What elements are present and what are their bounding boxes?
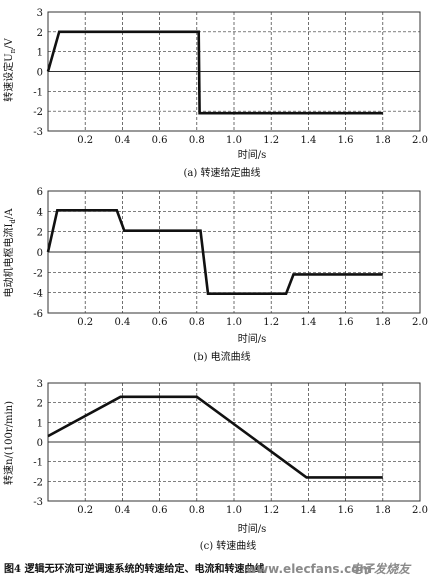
- x-tick-labels: 0.2 0.4 0.6 0.8 1.0 1.2 1.4 1.6 1.8 2.0: [77, 135, 428, 146]
- chart-armature-current: 6 4 2 0 -2 -4 -6 0.2 0.4 0.6 0.8 1.0 1.2 1.4 1.6 1.8 2.…: [2, 187, 428, 363]
- x-tick-label: 2.0: [412, 135, 428, 146]
- x-axis-label: 时间/s: [238, 148, 267, 161]
- x-tick-label: 0.8: [189, 135, 205, 146]
- y-tick-label: 2: [37, 399, 43, 410]
- chart-caption: (b) 电流曲线: [193, 350, 250, 363]
- y-tick-label: 1: [37, 418, 43, 429]
- y-tick-label: 6: [37, 187, 43, 198]
- series-line: [46, 209, 383, 296]
- y-axis-label-subscript: d: [9, 219, 17, 224]
- chart-caption: (c) 转速曲线: [200, 539, 257, 552]
- x-tick-label: 2.0: [412, 505, 428, 516]
- y-tick-label: -2: [33, 107, 43, 118]
- x-tick-label: 0.4: [114, 317, 130, 328]
- y-axis-label-unit: /A: [4, 208, 15, 219]
- plot-area: [46, 11, 421, 132]
- chart-speed-setpoint: 3 2 1 0 -1 -2 -3 0.2 0.4 0.6 0.8 1.0 1.2 1.4 1.6 1.8 2.…: [2, 8, 428, 179]
- x-tick-label: 1.4: [300, 317, 316, 328]
- x-tick-label: 1.8: [375, 317, 391, 328]
- x-tick-label: 2.0: [412, 317, 428, 328]
- y-axis-label: 电动机电枢电流Id/A: [2, 208, 17, 298]
- y-tick-label: -3: [33, 497, 43, 508]
- y-tick-label: 0: [37, 68, 43, 79]
- plot-area: [47, 382, 421, 502]
- x-tick-label: 1.0: [226, 505, 242, 516]
- y-tick-label: -6: [33, 309, 43, 320]
- figure-caption: 图4 逻辑无环流可逆调速系统的转速给定、电流和转速曲线: [4, 562, 264, 575]
- y-tick-labels: 3 2 1 0 -1 -2 -3: [33, 8, 43, 138]
- plot-area: [46, 190, 421, 314]
- watermark-site-name: 电子发烧友: [350, 562, 412, 576]
- x-tick-label: 1.8: [375, 505, 391, 516]
- x-tick-label: 1.0: [226, 317, 242, 328]
- x-tick-label: 0.2: [77, 505, 93, 516]
- x-tick-label: 1.2: [263, 135, 279, 146]
- x-tick-label: 0.8: [189, 505, 205, 516]
- x-tick-labels: 0.2 0.4 0.6 0.8 1.0 1.2 1.4 1.6 1.8 2.0: [77, 505, 428, 516]
- x-tick-label: 0.4: [114, 505, 130, 516]
- x-tick-label: 1.8: [375, 135, 391, 146]
- y-tick-label: -2: [33, 268, 43, 279]
- series-line: [46, 30, 383, 115]
- x-tick-label: 1.2: [263, 317, 279, 328]
- chart-caption: (a) 转速给定曲线: [184, 166, 261, 179]
- x-tick-label: 0.8: [189, 317, 205, 328]
- x-tick-label: 1.6: [338, 317, 354, 328]
- x-axis-label: 时间/s: [238, 332, 267, 345]
- y-tick-label: -1: [33, 458, 43, 469]
- y-tick-label: -1: [33, 87, 43, 98]
- y-tick-label: 0: [37, 248, 43, 259]
- y-tick-labels: 3 2 1 0 -1 -2 -3: [33, 379, 43, 508]
- x-tick-label: 0.2: [77, 135, 93, 146]
- y-axis-label-unit: /V: [4, 37, 15, 48]
- x-tick-label: 1.2: [263, 505, 279, 516]
- x-tick-label: 0.4: [114, 135, 130, 146]
- y-tick-label: 0: [37, 438, 43, 449]
- x-tick-label: 1.6: [338, 505, 354, 516]
- y-tick-label: 2: [37, 28, 43, 39]
- x-tick-label: 0.6: [152, 505, 168, 516]
- chart-speed: 3 2 1 0 -1 -2 -3 0.2 0.4 0.6 0.8 1.0 1.2 1.4 1.6 1.8 2.…: [2, 379, 428, 552]
- y-tick-label: -3: [33, 127, 43, 138]
- y-axis-label: 转速设定Un/V: [2, 37, 17, 101]
- y-tick-labels: 6 4 2 0 -2 -4 -6: [33, 187, 43, 320]
- y-axis-label-subscript: n: [9, 48, 17, 53]
- y-tick-label: 1: [37, 48, 43, 59]
- x-tick-labels: 0.2 0.4 0.6 0.8 1.0 1.2 1.4 1.6 1.8 2.0: [77, 317, 428, 328]
- y-tick-label: 2: [37, 228, 43, 239]
- y-tick-label: 3: [37, 8, 43, 19]
- x-axis-label: 时间/s: [238, 522, 267, 535]
- y-tick-label: -4: [33, 289, 43, 300]
- x-tick-label: 0.6: [152, 317, 168, 328]
- x-tick-label: 1.4: [300, 505, 316, 516]
- x-tick-label: 1.4: [300, 135, 316, 146]
- series-line: [47, 395, 383, 479]
- x-tick-label: 1.0: [226, 135, 242, 146]
- y-axis-label: 转速n/(100r/min): [2, 401, 15, 485]
- watermark-url: www.elecfans.com: [246, 562, 372, 576]
- x-tick-label: 0.2: [77, 317, 93, 328]
- y-tick-label: 4: [37, 207, 43, 218]
- y-tick-label: -2: [33, 477, 43, 488]
- x-tick-label: 1.6: [338, 135, 354, 146]
- y-tick-label: 3: [37, 379, 43, 390]
- x-tick-label: 0.6: [152, 135, 168, 146]
